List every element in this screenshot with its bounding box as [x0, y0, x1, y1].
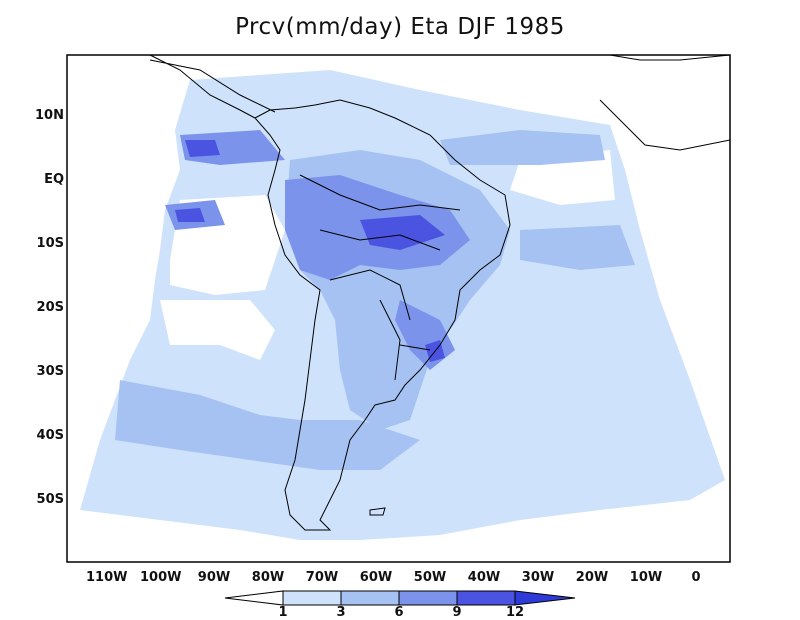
lon-tick-60w: 60W: [359, 570, 393, 585]
colorbar-seg-2: [340, 590, 400, 606]
south-america-coastline: [254, 99, 511, 531]
lon-tick-50w: 50W: [413, 570, 447, 585]
lon-tick-90w: 90W: [197, 570, 231, 585]
lat-tick-eq: EQ: [44, 172, 64, 187]
central-america-coastline: [149, 54, 276, 119]
colorbar-label-12: 12: [505, 605, 525, 620]
lon-tick-40w: 40W: [467, 570, 501, 585]
colorbar-seg-1: [282, 590, 342, 606]
lon-tick-100w: 100W: [140, 570, 182, 585]
lon-tick-20w: 20W: [575, 570, 609, 585]
lat-tick-50s: 50S: [36, 492, 64, 507]
lon-tick-0: 0: [691, 570, 701, 585]
lat-tick-10s: 10S: [36, 236, 64, 251]
colorbar-seg-5: [514, 590, 576, 606]
africa-coastline: [599, 54, 731, 151]
precip-darker-pacific2: [175, 208, 205, 222]
colorbar-label-6: 6: [394, 605, 404, 620]
lon-tick-10w: 10W: [629, 570, 663, 585]
colorbar-seg-3: [398, 590, 458, 606]
precip-dark-colombia: [180, 130, 285, 165]
country-borders: [299, 174, 461, 381]
lat-tick-20s: 20S: [36, 300, 64, 315]
coastlines: [149, 54, 731, 531]
lon-tick-110w: 110W: [86, 570, 128, 585]
precip-darker-amazon: [360, 215, 445, 250]
colorbar-label-1: 1: [278, 605, 288, 620]
lat-tick-30s: 30S: [36, 364, 64, 379]
lon-tick-30w: 30W: [521, 570, 555, 585]
precip-medium-south: [115, 380, 420, 470]
colorbar-label-3: 3: [336, 605, 346, 620]
precip-medium-itcz: [440, 130, 605, 165]
map-title: Prcv(mm/day) Eta DJF 1985: [235, 14, 565, 40]
precip-shading: [80, 70, 725, 540]
lat-tick-10n: 10N: [35, 108, 64, 123]
map-frame: [66, 54, 731, 563]
colorbar-label-9: 9: [452, 605, 462, 620]
precip-gap-west: [160, 300, 275, 360]
falklands: [369, 507, 386, 516]
colorbar-seg-4: [456, 590, 516, 606]
lat-tick-40s: 40S: [36, 428, 64, 443]
lon-tick-80w: 80W: [251, 570, 285, 585]
colorbar: [224, 590, 576, 606]
precip-darker-pacific: [185, 140, 220, 157]
colorbar-seg-0: [224, 590, 284, 606]
lon-tick-70w: 70W: [305, 570, 339, 585]
precip-medium-east: [520, 225, 635, 270]
